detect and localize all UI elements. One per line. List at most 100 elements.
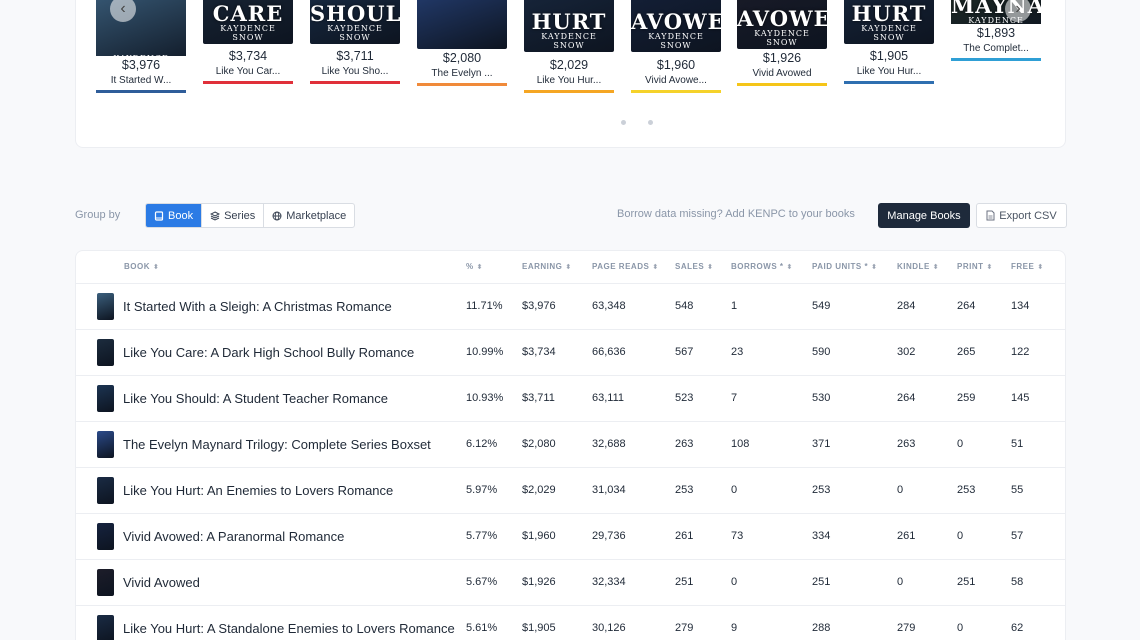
book-thumbnail <box>97 476 114 504</box>
book-tile-info: $3,711 Like You Sho... <box>310 47 400 84</box>
cell-book: Like You Hurt: An Enemies to Lovers Roma… <box>76 467 466 513</box>
table-row[interactable]: Vivid Avowed: A Paranormal Romance 5.77% $… <box>76 513 1065 559</box>
cell-earning: $1,926 <box>522 576 556 588</box>
column-header-earning[interactable]: EARNING ⬍ <box>522 251 592 283</box>
book-name: Vivid Avowed <box>752 68 812 79</box>
book-name: It Started W... <box>110 75 172 86</box>
book-title[interactable]: Vivid Avowed <box>123 574 200 590</box>
column-header-percent[interactable]: % ⬍ <box>466 251 522 283</box>
group-by-book-button[interactable]: Book <box>146 204 203 227</box>
group-by-marketplace-button[interactable]: Marketplace <box>264 204 354 227</box>
book-title[interactable]: Like You Should: A Student Teacher Roman… <box>123 390 389 406</box>
group-by-book-label: Book <box>168 209 194 222</box>
cell-sales: 263 <box>675 438 694 450</box>
sort-icon: ⬍ <box>476 264 483 272</box>
cell-kindle: 284 <box>897 300 916 312</box>
cell-print: 259 <box>957 392 976 404</box>
sort-icon: ⬍ <box>565 264 572 272</box>
book-title[interactable]: Vivid Avowed: A Paranormal Romance <box>123 528 345 544</box>
borrow-data-missing-link[interactable]: Borrow data missing? Add KENPC to your b… <box>617 208 855 220</box>
cell-sales: 523 <box>675 392 694 404</box>
book-cover-image: HURT KAYDENCE SNOW <box>524 0 614 52</box>
cell-print: 0 <box>957 622 964 635</box>
cell-paid-units: 288 <box>812 622 831 635</box>
book-title[interactable]: The Evelyn Maynard Trilogy: Complete Ser… <box>123 436 431 452</box>
cover-title-text: CARE <box>212 1 284 26</box>
cover-title-text: AVOWED <box>737 6 827 31</box>
group-by-marketplace-label: Marketplace <box>286 209 347 222</box>
cell-percent: 10.93% <box>466 392 504 404</box>
cell-earning: $1,960 <box>522 530 556 542</box>
cover-title-text: SHOULD <box>310 1 400 26</box>
book-name: Like You Car... <box>215 66 281 77</box>
column-header-free[interactable]: FREE ⬍ <box>1011 251 1065 283</box>
book-tile-info: $1,893 The Complet... <box>951 24 1041 61</box>
cell-paid-units: 251 <box>812 576 831 588</box>
cell-free: 145 <box>1011 392 1030 404</box>
cell-earning: $2,029 <box>522 484 556 496</box>
cell-paid-units: 530 <box>812 392 831 404</box>
column-header-label: % <box>466 262 474 272</box>
cell-kindle: 263 <box>897 438 916 450</box>
sort-icon: ⬍ <box>153 264 160 272</box>
carousel-next-button[interactable]: › <box>1005 0 1031 22</box>
column-header-label: SALES <box>675 262 705 272</box>
book-title[interactable]: Like You Care: A Dark High School Bully … <box>123 344 415 360</box>
cell-percent: 10.99% <box>466 346 504 358</box>
cell-print: 265 <box>957 346 976 358</box>
cell-paid-units: 334 <box>812 530 831 542</box>
book-name: Like You Hur... <box>856 66 922 77</box>
book-earning: $3,711 <box>336 49 374 63</box>
column-header-label: PRINT <box>957 262 984 272</box>
group-by-series-button[interactable]: Series <box>202 204 265 227</box>
export-csv-button[interactable]: Export CSV <box>976 203 1067 228</box>
column-header-paid-units[interactable]: PAID UNITS * ⬍ <box>812 251 897 283</box>
column-header-borrows[interactable]: BORROWS * ⬍ <box>731 251 812 283</box>
book-thumbnail <box>97 430 114 458</box>
table-row[interactable]: Like You Hurt: An Enemies to Lovers Roma… <box>76 467 1065 513</box>
cell-sales: 261 <box>675 530 694 542</box>
cell-earning: $3,734 <box>522 346 556 358</box>
table-row[interactable]: Like You Hurt: A Standalone Enemies to L… <box>76 605 1065 640</box>
cell-page-reads: 29,736 <box>592 530 626 542</box>
sort-icon: ⬍ <box>707 264 714 272</box>
column-header-sales[interactable]: SALES ⬍ <box>675 251 731 283</box>
cell-book: Vivid Avowed: A Paranormal Romance <box>76 513 466 559</box>
carousel-dot[interactable] <box>621 120 626 125</box>
cell-book: Like You Hurt: A Standalone Enemies to L… <box>76 605 466 640</box>
book-title[interactable]: It Started With a Sleigh: A Christmas Ro… <box>123 298 392 314</box>
chevron-right-icon: › <box>1015 0 1021 17</box>
book-icon <box>154 210 164 221</box>
cover-author-text: KAYDENCE SNOW <box>327 24 383 42</box>
table-row[interactable]: Vivid Avowed 5.67% $1,926 32,334 251 0 251 0 251… <box>76 559 1065 605</box>
column-header-label: BORROWS * <box>731 262 784 272</box>
manage-books-button[interactable]: Manage Books <box>878 203 970 228</box>
table-row[interactable]: Like You Care: A Dark High School Bully … <box>76 329 1065 375</box>
book-earning: $1,905 <box>869 49 909 63</box>
carousel-dot[interactable] <box>648 120 653 125</box>
column-header-label: EARNING <box>522 262 563 272</box>
column-header-page-reads[interactable]: PAGE READS ⬍ <box>592 251 675 283</box>
carousel-prev-button[interactable]: ‹ <box>110 0 136 22</box>
table-row[interactable]: The Evelyn Maynard Trilogy: Complete Ser… <box>76 421 1065 467</box>
column-header-kindle[interactable]: KINDLE ⬍ <box>897 251 957 283</box>
cell-sales: 251 <box>675 576 694 588</box>
cover-title-text: HURT <box>531 9 607 34</box>
column-header-book[interactable]: BOOK ⬍ <box>76 251 466 283</box>
book-cover-image: HURT KAYDENCE SNOW <box>844 0 934 44</box>
book-title[interactable]: Like You Hurt: A Standalone Enemies to L… <box>123 620 455 636</box>
cell-sales: 567 <box>675 346 694 358</box>
group-by-label: Group by <box>75 209 121 221</box>
cell-sales: 279 <box>675 622 694 635</box>
book-title[interactable]: Like You Hurt: An Enemies to Lovers Roma… <box>123 482 394 498</box>
book-tile-info: $3,734 Like You Car... <box>203 47 293 84</box>
cell-kindle: 264 <box>897 392 916 404</box>
table-row[interactable]: It Started With a Sleigh: A Christmas Ro… <box>76 283 1065 329</box>
cell-free: 58 <box>1011 576 1024 588</box>
table-row[interactable]: Like You Should: A Student Teacher Roman… <box>76 375 1065 421</box>
sort-icon: ⬍ <box>871 264 878 272</box>
cell-book: It Started With a Sleigh: A Christmas Ro… <box>76 283 466 329</box>
column-header-print[interactable]: PRINT ⬍ <box>957 251 1011 283</box>
book-cover-image: CARE KAYDENCE SNOW <box>203 0 293 44</box>
